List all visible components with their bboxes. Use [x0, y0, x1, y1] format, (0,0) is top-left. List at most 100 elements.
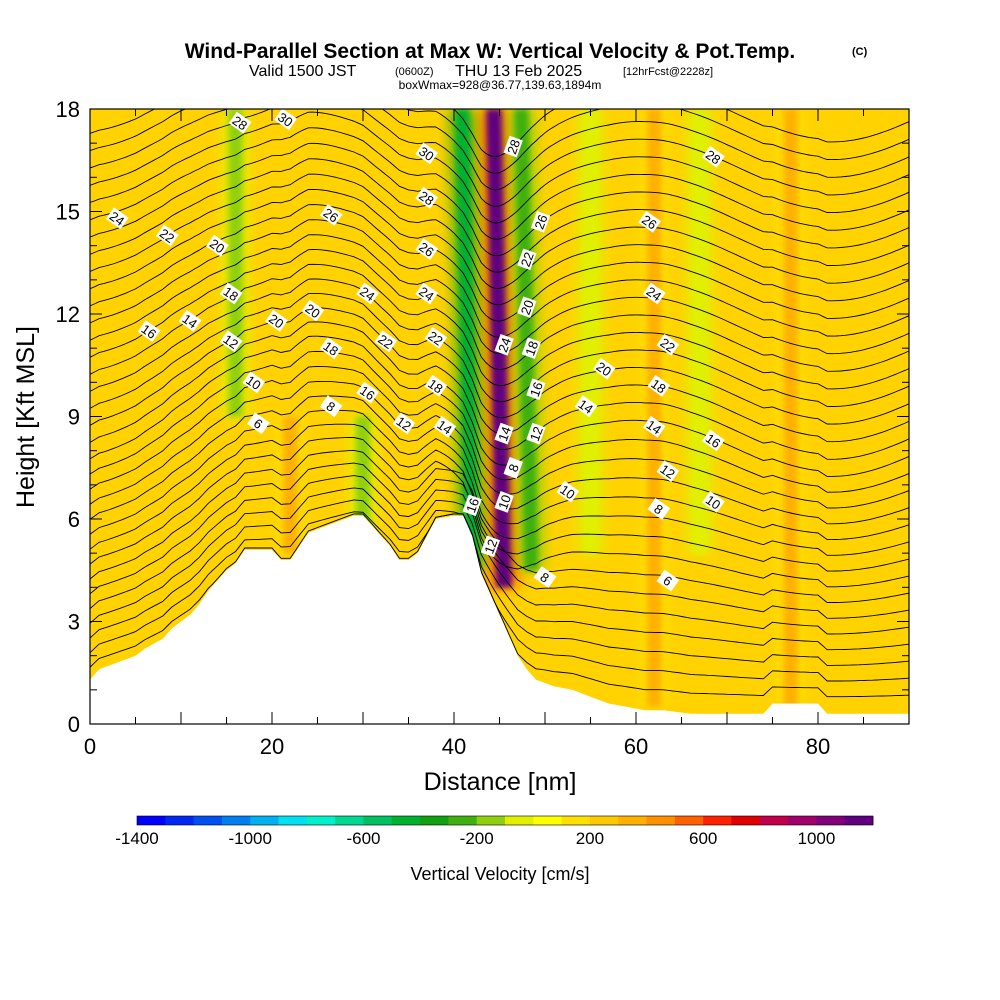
valid-date: THU 13 Feb 2025 [455, 63, 582, 80]
colorbar-swatch [278, 816, 308, 825]
velocity-feature [777, 109, 804, 707]
contour-label: 10 [242, 371, 266, 394]
contour-label: 20 [517, 296, 537, 319]
contour-label: 22 [517, 248, 537, 271]
contour-label-text: 30 [416, 144, 436, 165]
contour-label: 18 [647, 374, 671, 397]
colorbar-swatch [703, 816, 732, 825]
contour-label: 22 [424, 327, 448, 349]
contour-label-text: 20 [518, 298, 537, 317]
contour-label-text: 28 [504, 137, 523, 156]
colorbar-swatch [674, 816, 704, 825]
contour-label: 16 [462, 494, 482, 517]
contour-label-text: 20 [302, 301, 322, 322]
colorbar-label: Vertical Velocity [cm/s] [410, 864, 589, 884]
contour-label: 28 [503, 135, 523, 158]
colorbar-swatch [137, 816, 166, 825]
contour-label: 30 [274, 109, 297, 131]
contour-label-text: 24 [107, 208, 127, 229]
contour-label: 14 [433, 415, 457, 438]
theta-contour-line [90, 109, 909, 158]
colorbar-swatch [306, 816, 336, 825]
theta-contours [90, 109, 909, 698]
x-tick-label: 40 [442, 734, 466, 759]
theta-contour-line [90, 513, 909, 698]
y-tick-label: 9 [68, 405, 80, 430]
theta-contour-line [90, 449, 909, 603]
contour-label-text: 12 [393, 413, 413, 434]
colorbar-swatch [731, 816, 761, 825]
colorbar-swatch [646, 816, 676, 825]
colorbar-swatch [363, 816, 393, 825]
contour-label: 16 [137, 320, 161, 342]
contour-label-text: 16 [463, 496, 482, 515]
contour-label-text: 30 [275, 109, 295, 130]
colorbar-tick-label: 1000 [797, 829, 835, 848]
colorbar-swatch [476, 816, 506, 825]
contour-label: 18 [424, 374, 448, 397]
contour-label-text: 10 [557, 482, 577, 503]
colorbar-swatch [589, 816, 619, 825]
theta-contour-line [90, 351, 909, 493]
contour-label-text: 16 [139, 321, 159, 342]
contour-label: 18 [521, 337, 541, 360]
contour-label: 28 [415, 186, 439, 209]
contour-label-text: 10 [495, 493, 514, 512]
valid-time-prefix: Valid 1500 JST [249, 63, 357, 80]
contour-label-text: 12 [221, 331, 241, 352]
contour-label-text: 14 [434, 417, 454, 438]
colorbar-swatch [250, 816, 279, 825]
chart-title: Wind-Parallel Section at Max W: Vertical… [185, 40, 796, 63]
theta-contour-line [90, 409, 909, 556]
theta-contour-line [90, 234, 909, 355]
contour-label: 20 [265, 309, 288, 332]
contour-label: 10 [556, 480, 580, 503]
theta-contour-line [90, 366, 909, 509]
colorbar-swatch [533, 816, 563, 825]
theta-contour-line [90, 499, 909, 666]
theta-contour-line [90, 321, 909, 460]
contour-label-text: 14 [575, 396, 595, 417]
contour-label: 6 [656, 569, 680, 592]
contour-label: 20 [592, 357, 616, 380]
contour-label-text: 28 [416, 188, 436, 209]
contour-label-text: 22 [157, 226, 177, 247]
contour-label: 16 [702, 429, 725, 452]
contour-label-text: 24 [644, 284, 664, 305]
contour-label-text: 10 [243, 372, 263, 393]
contour-label: 26 [415, 238, 439, 260]
theta-contour-line [90, 111, 909, 224]
y-tick-label: 18 [56, 97, 80, 122]
colorbar-swatch [420, 816, 449, 825]
contour-label-text: 24 [357, 284, 377, 305]
contour-label: 10 [494, 491, 514, 513]
x-axis-label: Distance [nm] [424, 768, 577, 796]
contour-label-text: 18 [425, 376, 445, 397]
theta-contour-line [90, 511, 909, 682]
colorbar-swatch [165, 816, 195, 825]
theta-contour-line [90, 335, 909, 477]
contour-label: 22 [374, 330, 398, 353]
contour-label-text: 14 [495, 424, 514, 443]
colorbar-swatch [335, 816, 364, 825]
colorbar-swatch [759, 816, 789, 825]
contour-label-text: 18 [522, 339, 541, 358]
contour-label-text: 28 [703, 147, 723, 168]
contour-label-text: 28 [230, 113, 250, 134]
theta-contour-line [90, 173, 909, 289]
contour-label: 20 [206, 234, 229, 257]
theta-contour-line [90, 127, 909, 240]
y-axis-ticks: 0 3 6 9 12 15 18 [56, 97, 909, 737]
velocity-feature [277, 416, 303, 554]
colorbar-swatch [448, 816, 478, 825]
contour-label-text: 18 [321, 338, 341, 359]
theta-contour-line [90, 109, 909, 174]
contour-label: 24 [415, 282, 439, 305]
contour-label-text: 22 [425, 328, 445, 349]
box-wmax-info: boxWmax=928@36.77,139.63,1894m [399, 78, 602, 92]
contour-label: 24 [356, 282, 379, 305]
chart-header: Wind-Parallel Section at Max W: Vertical… [185, 40, 868, 92]
y-tick-label: 12 [56, 302, 80, 327]
contour-label: 12 [656, 460, 680, 483]
